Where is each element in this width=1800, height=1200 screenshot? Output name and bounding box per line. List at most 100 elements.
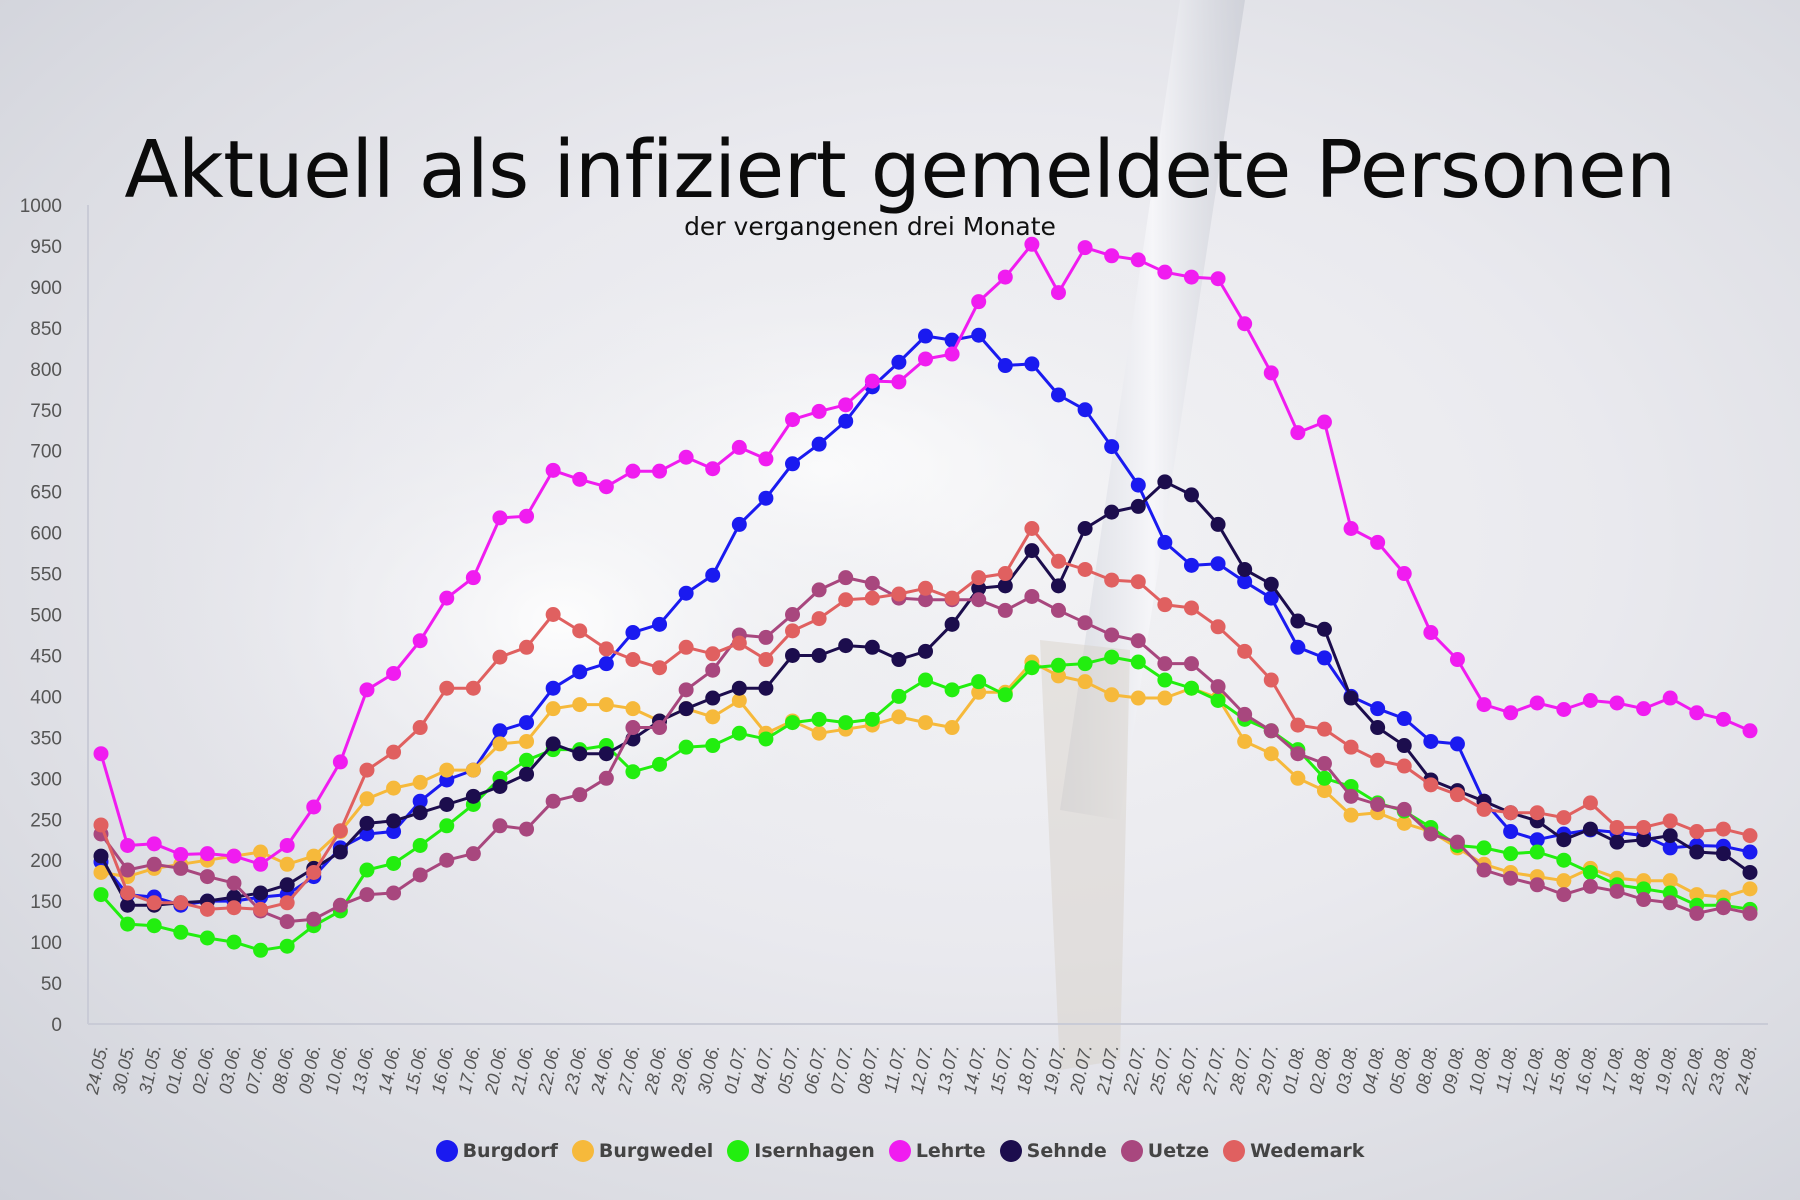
data-point-uetze: [1316, 756, 1332, 772]
data-point-burgwedel: [598, 697, 614, 713]
data-point-lehrte: [731, 439, 747, 455]
data-point-wedemark: [1582, 795, 1598, 811]
y-tick-label: 150: [30, 892, 62, 913]
x-tick-label: 21.06.: [507, 1043, 537, 1097]
data-point-uetze: [997, 602, 1013, 618]
data-point-wedemark: [253, 901, 269, 917]
data-point-uetze: [758, 629, 774, 645]
x-tick-label: 16.06.: [428, 1043, 458, 1096]
data-point-wedemark: [173, 895, 189, 911]
data-point-uetze: [226, 875, 242, 891]
data-point-uetze: [1742, 905, 1758, 921]
legend-item-wedemark[interactable]: Wedemark: [1223, 1140, 1364, 1162]
y-tick-label: 1000: [20, 196, 62, 217]
data-point-uetze: [1582, 878, 1598, 894]
data-point-sehnde: [572, 746, 588, 762]
data-point-burgdorf: [705, 567, 721, 583]
x-tick-label: 06.07.: [800, 1043, 830, 1096]
data-point-burgdorf: [1130, 477, 1146, 493]
data-point-sehnde: [1024, 543, 1040, 559]
legend-item-uetze[interactable]: Uetze: [1120, 1140, 1209, 1162]
y-tick-label: 400: [30, 687, 62, 708]
data-point-lehrte: [1316, 414, 1332, 430]
data-point-burgdorf: [519, 715, 535, 731]
data-point-burgdorf: [785, 456, 801, 472]
data-point-burgwedel: [306, 848, 322, 864]
data-point-isernhagen: [412, 837, 428, 853]
data-point-burgdorf: [1050, 387, 1066, 403]
data-point-burgwedel: [545, 701, 561, 717]
data-point-wedemark: [93, 817, 109, 833]
x-tick-label: 16.08.: [1571, 1043, 1601, 1096]
data-point-uetze: [492, 818, 508, 834]
legend-item-burgdorf[interactable]: Burgdorf: [435, 1140, 558, 1162]
data-point-wedemark: [1316, 721, 1332, 737]
data-point-burgdorf: [811, 436, 827, 452]
data-point-lehrte: [1396, 566, 1412, 582]
data-point-sehnde: [1050, 578, 1066, 594]
data-point-lehrte: [652, 463, 668, 479]
data-point-burgdorf: [1104, 439, 1120, 455]
y-tick-label: 0: [51, 1015, 62, 1036]
x-tick-label: 09.08.: [1438, 1043, 1468, 1096]
legend-item-sehnde[interactable]: Sehnde: [999, 1140, 1107, 1162]
data-point-burgdorf: [838, 413, 854, 429]
data-point-burgdorf: [1024, 356, 1040, 372]
data-point-lehrte: [1024, 236, 1040, 252]
data-point-burgwedel: [1077, 674, 1093, 690]
data-point-uetze: [332, 897, 348, 913]
data-point-burgwedel: [1237, 733, 1253, 749]
y-tick-label: 900: [30, 278, 62, 299]
x-tick-label: 03.08.: [1332, 1043, 1362, 1096]
data-point-sehnde: [1556, 832, 1572, 848]
data-point-wedemark: [891, 586, 907, 602]
legend-swatch: [888, 1140, 911, 1162]
data-point-burgdorf: [1529, 832, 1545, 848]
data-point-wedemark: [1343, 739, 1359, 755]
x-tick-label: 31.05.: [135, 1043, 165, 1096]
data-point-burgwedel: [1050, 668, 1066, 684]
legend-item-isernhagen[interactable]: Isernhagen: [727, 1140, 875, 1162]
legend-label: Sehnde: [1026, 1140, 1107, 1162]
data-point-lehrte: [1636, 701, 1652, 717]
legend-item-burgwedel[interactable]: Burgwedel: [571, 1140, 713, 1162]
data-point-wedemark: [1104, 572, 1120, 588]
data-point-sehnde: [678, 701, 694, 717]
x-tick-label: 20.07.: [1066, 1043, 1096, 1097]
data-point-burgwedel: [519, 733, 535, 749]
data-point-uetze: [785, 607, 801, 622]
legend-swatch: [1223, 1140, 1246, 1162]
data-point-wedemark: [944, 590, 960, 606]
data-point-burgwedel: [279, 856, 295, 872]
y-tick-label: 650: [30, 483, 62, 504]
data-point-burgwedel: [1396, 815, 1412, 831]
x-tick-label: 10.08.: [1465, 1043, 1495, 1096]
data-point-wedemark: [199, 901, 215, 917]
data-point-burgwedel: [1662, 873, 1678, 889]
data-point-wedemark: [439, 680, 455, 696]
x-tick-label: 21.07.: [1092, 1043, 1122, 1097]
data-point-lehrte: [1742, 723, 1758, 739]
data-point-uetze: [1050, 602, 1066, 618]
data-point-burgwedel: [944, 720, 960, 736]
data-point-lehrte: [1609, 695, 1625, 711]
data-point-lehrte: [120, 837, 136, 853]
data-point-burgdorf: [1662, 840, 1678, 856]
legend-swatch: [999, 1140, 1022, 1162]
legend-item-lehrte[interactable]: Lehrte: [888, 1140, 986, 1162]
x-tick-label: 29.07.: [1252, 1043, 1282, 1097]
data-point-isernhagen: [519, 752, 535, 768]
data-point-wedemark: [705, 646, 721, 662]
series-line-isernhagen: [99, 655, 1751, 952]
data-point-wedemark: [1423, 777, 1439, 793]
data-point-lehrte: [944, 346, 960, 362]
data-point-lehrte: [306, 799, 322, 815]
x-tick-label: 07.06.: [242, 1043, 272, 1096]
data-point-lehrte: [838, 397, 854, 413]
data-point-sehnde: [332, 844, 348, 860]
x-tick-label: 09.06.: [295, 1043, 325, 1096]
y-tick-label: 750: [30, 401, 62, 422]
data-point-uetze: [971, 592, 987, 608]
x-tick-label: 17.06.: [454, 1043, 484, 1096]
x-tick-label: 25.07.: [1146, 1043, 1176, 1097]
